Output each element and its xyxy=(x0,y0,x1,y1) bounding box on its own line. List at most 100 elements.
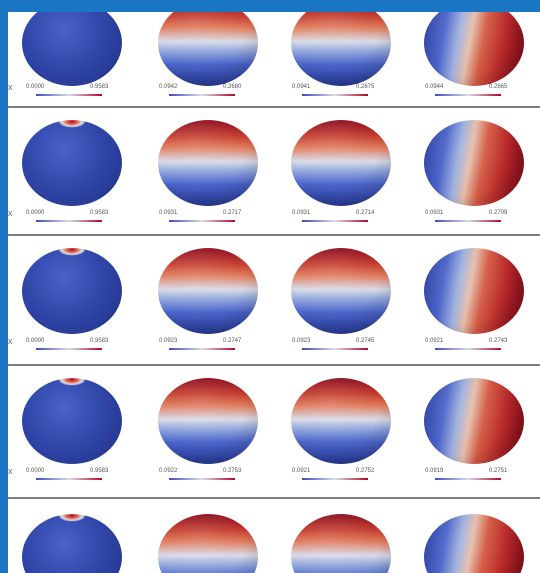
diagonal-sphere xyxy=(424,12,524,86)
figure-cell: 0.0931 0.2709 xyxy=(407,108,540,234)
vertical-sphere xyxy=(291,378,391,464)
edge-mark: x xyxy=(8,82,13,92)
colorbar-max-label: 0.9583 xyxy=(90,210,109,216)
colorbar xyxy=(36,478,102,480)
figure-cell xyxy=(274,500,407,573)
figure-row: 0.0000 0.9583 0.0922 0.2753 0.0921 0.2752 0.09… xyxy=(8,366,540,498)
figure-cell: 0.0000 0.9583 xyxy=(8,366,141,498)
figure-cell: 0.0931 0.2714 xyxy=(274,108,407,234)
colorbar-max-label: 0.2709 xyxy=(489,210,508,216)
figure-cell xyxy=(141,500,274,573)
figure-row: 0.0000 0.9583 0.0923 0.2747 0.0923 0.2745 0.09… xyxy=(8,236,540,364)
polar-sphere xyxy=(22,248,122,334)
vertical-sphere xyxy=(158,12,258,86)
colorbar xyxy=(169,220,235,222)
figure-cell: 0.0944 0.2665 xyxy=(407,12,540,106)
colorbar-min-label: 0.0931 xyxy=(159,210,178,216)
colorbar-max-label: 0.2717 xyxy=(223,210,242,216)
vertical-sphere xyxy=(158,378,258,464)
colorbar-max-label: 0.2665 xyxy=(489,84,508,90)
edge-mark: x xyxy=(8,208,13,218)
colorbar xyxy=(169,94,235,96)
colorbar xyxy=(169,348,235,350)
colorbar-min-label: 0.0000 xyxy=(26,84,45,90)
colorbar xyxy=(435,94,501,96)
vertical-sphere xyxy=(291,120,391,206)
colorbar-max-label: 0.2743 xyxy=(489,338,508,344)
vertical-sphere xyxy=(291,12,391,86)
colorbar xyxy=(302,220,368,222)
figure-cell: 0.0919 0.2751 xyxy=(407,366,540,498)
colorbar xyxy=(36,94,102,96)
colorbar-min-label: 0.0000 xyxy=(26,210,45,216)
colorbar-min-label: 0.0923 xyxy=(159,338,178,344)
colorbar xyxy=(435,220,501,222)
figure-cell: 0.0921 0.2752 xyxy=(274,366,407,498)
polar-sphere xyxy=(22,514,122,573)
diagonal-sphere xyxy=(424,378,524,464)
figure-row: 0.0000 0.9583 0.0931 0.2717 0.0931 0.2714 0.09… xyxy=(8,108,540,234)
colorbar-max-label: 0.2745 xyxy=(356,338,375,344)
colorbar-max-label: 0.2747 xyxy=(223,338,242,344)
figure-cell: 0.0000 0.9583 xyxy=(8,236,141,364)
figure-cell: 0.0923 0.2745 xyxy=(274,236,407,364)
figure-row: 0.0000 0.9583 0.0942 0.2680 0.0941 0.2675 0.09… xyxy=(8,12,540,106)
vertical-sphere xyxy=(291,248,391,334)
colorbar xyxy=(435,478,501,480)
vertical-sphere xyxy=(158,248,258,334)
colorbar xyxy=(36,348,102,350)
colorbar-min-label: 0.0000 xyxy=(26,338,45,344)
colorbar-max-label: 0.9583 xyxy=(90,84,109,90)
row-divider xyxy=(8,497,540,499)
colorbar-max-label: 0.2680 xyxy=(223,84,242,90)
polar-sphere xyxy=(22,378,122,464)
colorbar-min-label: 0.0941 xyxy=(292,84,311,90)
colorbar xyxy=(302,478,368,480)
colorbar-min-label: 0.0000 xyxy=(26,468,45,474)
polar-sphere xyxy=(22,12,122,86)
figure-cell: 0.0921 0.2743 xyxy=(407,236,540,364)
colorbar-min-label: 0.0921 xyxy=(425,338,444,344)
colorbar-max-label: 0.2751 xyxy=(489,468,508,474)
figure-cell: 0.0942 0.2680 xyxy=(141,12,274,106)
colorbar-min-label: 0.0922 xyxy=(159,468,178,474)
vertical-sphere xyxy=(158,514,258,573)
figure-cell: 0.0000 0.9583 xyxy=(8,12,141,106)
colorbar-min-label: 0.0931 xyxy=(425,210,444,216)
colorbar-max-label: 0.9583 xyxy=(90,338,109,344)
row-divider xyxy=(8,106,540,108)
colorbar xyxy=(169,478,235,480)
colorbar xyxy=(36,220,102,222)
figure-cell: 0.0000 0.9583 xyxy=(8,108,141,234)
row-divider xyxy=(8,234,540,236)
colorbar xyxy=(302,94,368,96)
figure-cell xyxy=(8,500,141,573)
figure-cell: 0.0931 0.2717 xyxy=(141,108,274,234)
colorbar xyxy=(435,348,501,350)
colorbar-max-label: 0.2752 xyxy=(356,468,375,474)
colorbar-min-label: 0.0931 xyxy=(292,210,311,216)
vertical-sphere xyxy=(158,120,258,206)
colorbar-max-label: 0.2714 xyxy=(356,210,375,216)
colorbar-max-label: 0.2675 xyxy=(356,84,375,90)
colorbar-min-label: 0.0944 xyxy=(425,84,444,90)
row-divider xyxy=(8,364,540,366)
diagonal-sphere xyxy=(424,120,524,206)
colorbar-min-label: 0.0921 xyxy=(292,468,311,474)
figure-panel: 0.0000 0.9583 0.0942 0.2680 0.0941 0.2675 0.09… xyxy=(8,12,540,573)
diagonal-sphere xyxy=(424,514,524,573)
figure-cell xyxy=(407,500,540,573)
diagonal-sphere xyxy=(424,248,524,334)
colorbar-min-label: 0.0942 xyxy=(159,84,178,90)
colorbar-max-label: 0.9583 xyxy=(90,468,109,474)
vertical-sphere xyxy=(291,514,391,573)
edge-mark: x xyxy=(8,466,13,476)
colorbar xyxy=(302,348,368,350)
colorbar-min-label: 0.0923 xyxy=(292,338,311,344)
edge-mark: x xyxy=(8,336,13,346)
polar-sphere xyxy=(22,120,122,206)
colorbar-min-label: 0.0919 xyxy=(425,468,444,474)
figure-cell: 0.0923 0.2747 xyxy=(141,236,274,364)
figure-cell: 0.0922 0.2753 xyxy=(141,366,274,498)
colorbar-max-label: 0.2753 xyxy=(223,468,242,474)
